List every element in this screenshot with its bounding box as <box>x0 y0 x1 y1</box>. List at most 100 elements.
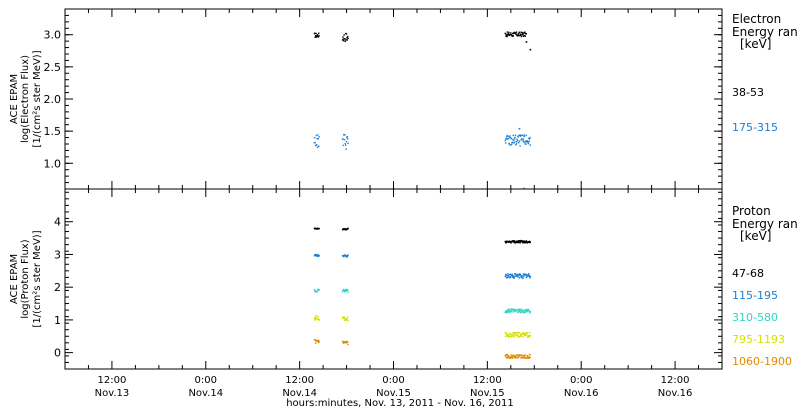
data-point <box>518 355 521 357</box>
data-point <box>515 331 517 334</box>
data-point <box>505 274 508 277</box>
series-175-315 <box>313 127 531 190</box>
plot-frame <box>64 188 723 370</box>
data-point <box>524 140 527 142</box>
x-tick-time: 12:00 <box>661 375 690 386</box>
data-point <box>529 311 531 313</box>
data-point <box>518 311 520 313</box>
data-point <box>344 289 346 292</box>
data-point <box>520 275 522 277</box>
data-point <box>506 277 508 279</box>
data-point <box>507 354 509 357</box>
data-point <box>518 32 520 35</box>
data-point <box>507 34 509 36</box>
data-point <box>525 332 528 335</box>
data-point <box>504 139 506 142</box>
data-point <box>519 335 521 338</box>
data-point <box>506 309 509 311</box>
data-point <box>315 254 317 256</box>
data-point <box>512 308 515 311</box>
data-point <box>344 142 347 145</box>
data-point <box>528 335 531 338</box>
data-point <box>314 36 316 38</box>
data-point <box>342 341 344 343</box>
data-point <box>517 356 520 359</box>
data-point <box>512 275 514 278</box>
data-point <box>316 315 318 317</box>
data-point <box>513 336 516 338</box>
data-point <box>519 242 521 244</box>
data-point <box>514 275 517 277</box>
data-point <box>511 357 514 359</box>
data-point <box>316 34 319 36</box>
data-point <box>521 134 524 137</box>
data-point <box>342 289 345 292</box>
data-point <box>525 143 527 145</box>
legend-entry: 47-68 <box>732 267 764 280</box>
data-point <box>346 341 349 343</box>
data-point <box>522 336 524 338</box>
y-tick-label: 2 <box>54 281 61 294</box>
data-point <box>316 340 319 342</box>
data-point <box>343 342 345 344</box>
data-point <box>317 318 320 321</box>
data-point <box>509 308 512 311</box>
x-tick-date: Nov.15 <box>376 388 411 399</box>
data-point <box>528 140 530 143</box>
data-point <box>523 333 525 335</box>
data-point <box>507 336 510 338</box>
data-point <box>345 256 348 258</box>
data-point <box>516 241 518 244</box>
data-point <box>343 316 345 318</box>
data-point <box>520 333 522 336</box>
data-point <box>507 275 510 277</box>
data-point <box>313 288 316 291</box>
data-point <box>509 356 512 358</box>
data-point <box>528 240 531 243</box>
series-47-68 <box>313 227 531 244</box>
data-point <box>318 227 320 230</box>
data-point <box>347 254 349 256</box>
data-point <box>506 332 508 334</box>
data-point <box>522 241 525 243</box>
series-115-195 <box>313 253 531 279</box>
data-point <box>511 273 513 276</box>
data-point <box>347 227 349 229</box>
data-point <box>345 255 347 257</box>
legend-title: [keV] <box>740 37 771 51</box>
data-point <box>516 274 518 277</box>
data-point <box>529 335 531 337</box>
data-point <box>523 355 525 357</box>
data-point <box>524 273 526 276</box>
data-point <box>508 277 511 279</box>
data-point <box>315 36 318 38</box>
data-point <box>345 39 347 41</box>
data-point <box>318 35 320 37</box>
data-point <box>346 255 349 257</box>
data-point <box>345 319 347 321</box>
data-point <box>346 289 349 291</box>
data-point <box>508 31 510 34</box>
data-point <box>521 333 523 336</box>
data-point <box>316 144 318 146</box>
data-point <box>346 35 349 38</box>
data-point <box>511 335 513 338</box>
data-point <box>504 311 506 313</box>
data-point <box>514 354 516 357</box>
data-point <box>506 134 508 137</box>
data-point <box>513 141 516 144</box>
data-point <box>343 288 345 291</box>
x-tick-time: 12:00 <box>98 375 127 386</box>
data-point <box>514 273 516 275</box>
data-point <box>520 309 522 311</box>
data-point <box>516 309 518 311</box>
data-point <box>313 317 316 320</box>
data-point <box>512 334 514 337</box>
data-point <box>515 241 517 243</box>
y-tick-label: 2.5 <box>44 61 62 74</box>
x-tick-date: Nov.15 <box>470 388 505 399</box>
data-point <box>346 288 348 291</box>
data-point <box>314 137 316 139</box>
data-point <box>525 134 528 137</box>
data-point <box>525 240 528 243</box>
